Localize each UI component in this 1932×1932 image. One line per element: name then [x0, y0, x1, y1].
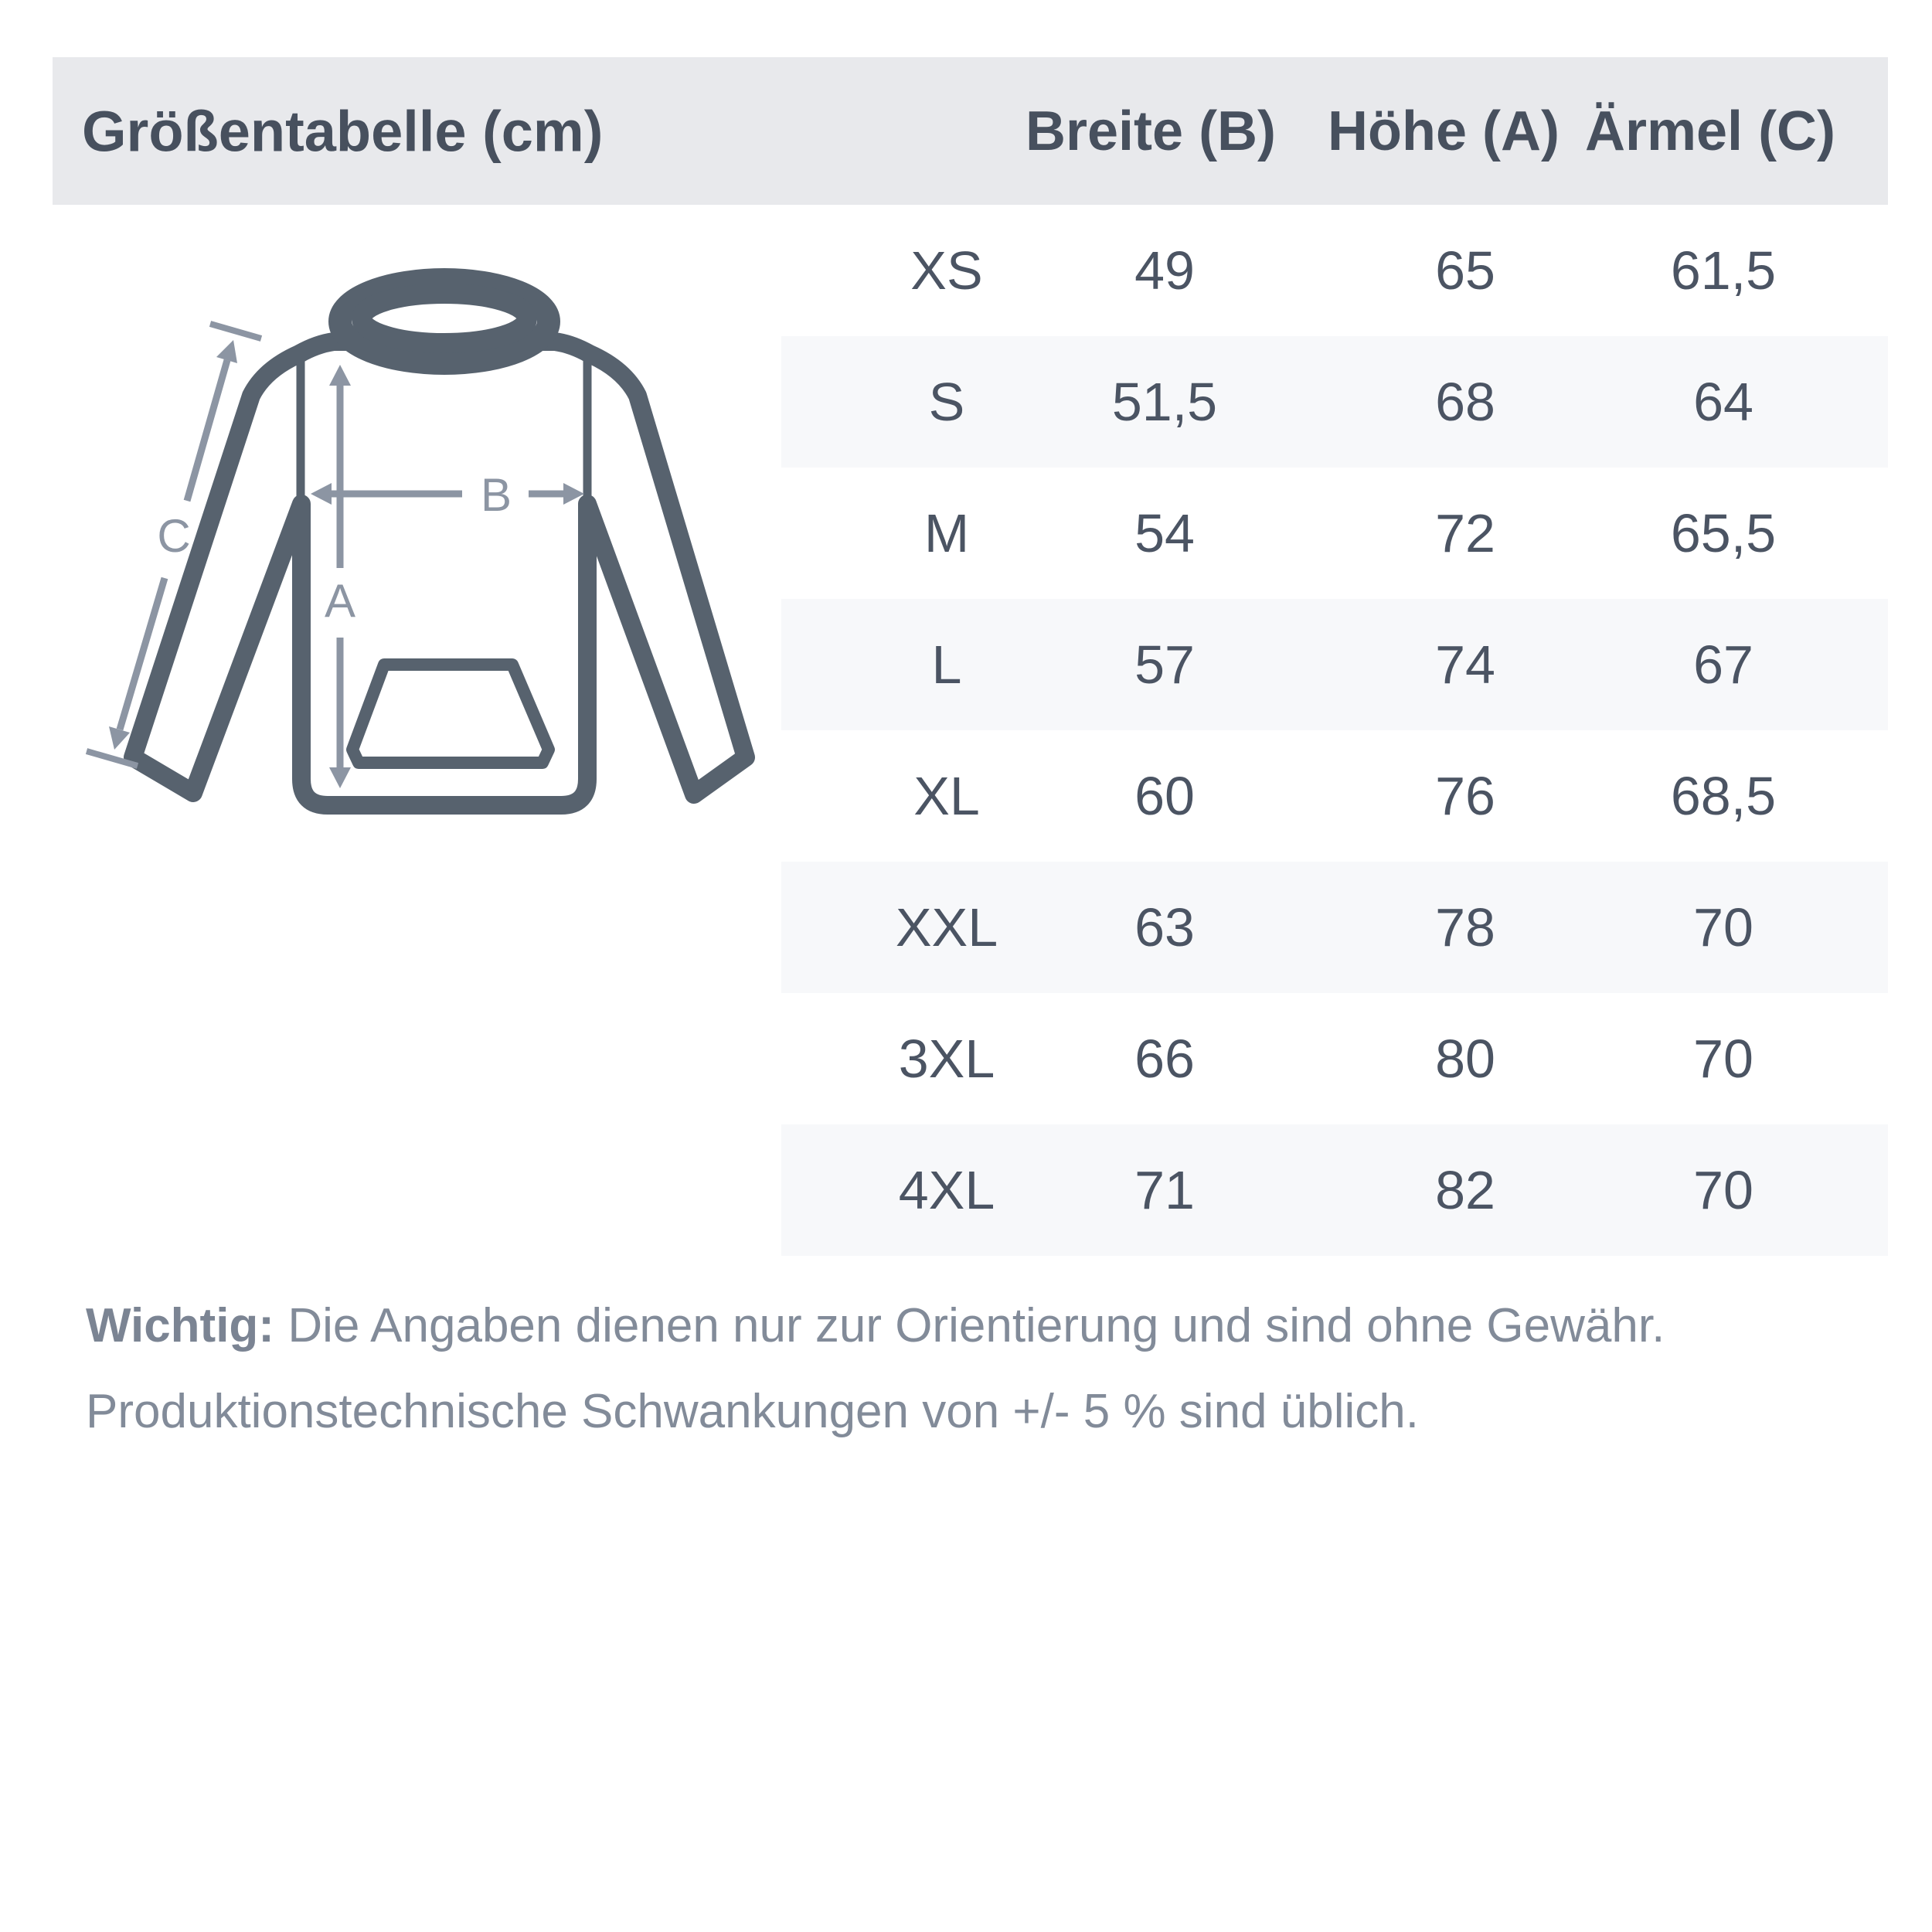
table-row: S 51,5 68 64 [781, 336, 1888, 468]
cell-hoehe: 65 [1435, 240, 1495, 301]
note-line-1: Wichtig: Die Angaben dienen nur zur Orien… [86, 1283, 1886, 1369]
cell-aermel: 70 [1693, 897, 1753, 957]
cell-hoehe: 76 [1435, 766, 1495, 826]
table-row: 3XL 66 80 70 [781, 993, 1888, 1124]
cell-aermel: 67 [1693, 634, 1753, 695]
column-header-breite: Breite (B) [1025, 100, 1277, 162]
cell-breite: 71 [1134, 1160, 1195, 1220]
measurement-arrows [85, 321, 563, 769]
cell-size: S [928, 372, 965, 432]
cell-aermel: 64 [1693, 372, 1753, 432]
hoodie-body-outline [124, 332, 755, 815]
cell-breite: 60 [1134, 766, 1195, 826]
cell-size: M [923, 503, 970, 563]
cell-size: 3XL [898, 1029, 995, 1089]
cell-hoehe: 82 [1435, 1160, 1495, 1220]
label-c: C [157, 510, 190, 562]
cell-breite: 51,5 [1111, 372, 1218, 432]
hood-inner-ring [352, 284, 537, 353]
cell-breite: 49 [1134, 240, 1195, 301]
cell-size: XS [910, 240, 983, 301]
arrow-b-head-left [311, 483, 332, 505]
size-table: XS 49 65 61,5 S 51,5 68 64 M 54 72 65,5 L 57 74 67 XL 60 7… [781, 205, 1888, 1256]
hoodie-measurement-diagram: A B C [85, 268, 755, 815]
cell-aermel: 70 [1693, 1160, 1753, 1220]
cell-breite: 66 [1134, 1029, 1195, 1089]
column-header-aermel: Ärmel (C) [1584, 100, 1836, 162]
arrow-c-head-down [109, 726, 130, 750]
cell-hoehe: 80 [1435, 1029, 1495, 1089]
arrow-c-head-up [216, 340, 237, 363]
column-header-hoehe: Höhe (A) [1328, 100, 1560, 162]
table-row: XS 49 65 61,5 [781, 205, 1888, 336]
arrow-c-line-bottom [116, 577, 168, 731]
cell-hoehe: 74 [1435, 634, 1495, 695]
cell-aermel: 70 [1693, 1029, 1753, 1089]
cell-aermel: 65,5 [1670, 503, 1777, 563]
label-b: B [481, 469, 512, 521]
note-line-2: Produktionstechnische Schwankungen von +… [86, 1385, 1419, 1438]
cell-size: 4XL [898, 1160, 995, 1220]
arrow-c-tick-top [209, 321, 263, 342]
cell-size: L [931, 634, 962, 695]
page-title: Größentabelle (cm) [82, 99, 604, 163]
table-header-band: Größentabelle (cm) Breite (B) Höhe (A) Ä… [53, 57, 1888, 205]
arrow-c-line-top [183, 359, 231, 502]
cell-breite: 63 [1134, 897, 1195, 957]
arrow-labels: A B C [157, 469, 512, 627]
cell-size: XXL [895, 897, 998, 957]
arrow-a-head-up [329, 365, 351, 386]
arrow-c-tick-bottom [85, 748, 139, 769]
important-note: Wichtig: Die Angaben dienen nur zur Orien… [86, 1283, 1886, 1454]
note-text-1: Die Angaben dienen nur zur Orientierung … [287, 1299, 1665, 1352]
cell-hoehe: 78 [1435, 897, 1495, 957]
arrow-b-head-right [563, 483, 584, 505]
label-a: A [325, 575, 355, 627]
arrow-heads [109, 340, 584, 788]
note-label: Wichtig: [86, 1299, 274, 1352]
table-row: 4XL 71 82 70 [781, 1124, 1888, 1256]
table-row: M 54 72 65,5 [781, 468, 1888, 599]
arrow-a-head-down [329, 767, 351, 788]
table-row: XL 60 76 68,5 [781, 730, 1888, 862]
cell-hoehe: 72 [1435, 503, 1495, 563]
cell-aermel: 61,5 [1670, 240, 1777, 301]
cell-size: XL [913, 766, 980, 826]
kangaroo-pocket [346, 658, 555, 769]
table-row: L 57 74 67 [781, 599, 1888, 730]
cell-hoehe: 68 [1435, 372, 1495, 432]
cell-aermel: 68,5 [1670, 766, 1777, 826]
cell-breite: 57 [1134, 634, 1195, 695]
table-row: XXL 63 78 70 [781, 862, 1888, 993]
cell-breite: 54 [1134, 503, 1195, 563]
